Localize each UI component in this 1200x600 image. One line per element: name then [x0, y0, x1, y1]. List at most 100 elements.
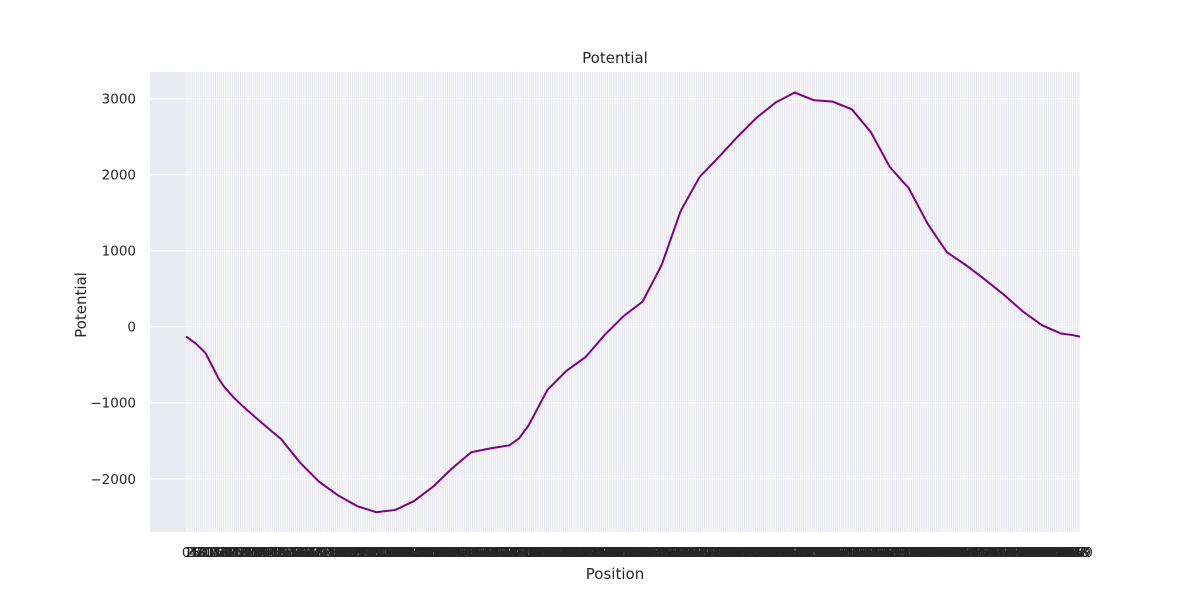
x-tick-label: 174	[504, 545, 530, 561]
x-tick-label: 188	[531, 545, 557, 561]
x-tick-label: 82	[333, 545, 350, 561]
x-tick-label: 332	[805, 545, 831, 561]
x-tick-label: 365	[867, 545, 893, 561]
x-tick-label: 112	[386, 545, 412, 561]
x-tick-label: 211	[575, 545, 601, 561]
x-tick-label: 93	[354, 545, 371, 561]
x-tick-label: 218	[588, 545, 614, 561]
x-tick-label: 1	[184, 545, 193, 561]
x-tick-label: 465	[1058, 545, 1084, 561]
x-tick-label: 405	[943, 545, 969, 561]
x-tick-label: 3	[188, 545, 197, 561]
x-tick-label: 301	[746, 545, 772, 561]
x-tick-label: 353	[845, 545, 871, 561]
y-tick-label: 2000	[102, 168, 136, 184]
x-tick-label: 158	[474, 545, 500, 561]
x-tick-label: 357	[852, 545, 878, 561]
x-tick-label: 306	[755, 545, 781, 561]
x-tick-label: 30	[235, 545, 252, 561]
x-tick-label: 326	[793, 545, 819, 561]
x-tick-label: 111	[384, 545, 410, 561]
x-tick-label: 264	[675, 545, 701, 561]
x-tick-label: 209	[571, 545, 597, 561]
x-tick-label: 294	[732, 545, 758, 561]
x-tick-label: 335	[810, 545, 836, 561]
x-tick-label: 116	[394, 545, 420, 561]
x-tick-label: 150	[459, 545, 485, 561]
x-tick-label: 419	[970, 545, 996, 561]
x-tick-label: 286	[717, 545, 743, 561]
x-tick-label: 376	[888, 545, 914, 561]
x-tick-label: 372	[881, 545, 907, 561]
x-tick-label: 14	[204, 545, 221, 561]
x-tick-label: 215	[582, 545, 608, 561]
x-tick-label: 15	[206, 545, 223, 561]
x-tick-label: 270	[687, 545, 713, 561]
x-tick-label: 2	[186, 545, 195, 561]
x-tick-label: 42	[257, 545, 274, 561]
x-tick-label: 18	[212, 545, 229, 561]
x-tick-label: 149	[457, 545, 483, 561]
x-tick-label: 99	[366, 545, 383, 561]
x-tick-label: 224	[599, 545, 625, 561]
x-tick-label: 25	[225, 545, 242, 561]
x-tick-label: 370	[877, 545, 903, 561]
x-tick-label: 454	[1037, 545, 1063, 561]
x-tick-label: 233	[616, 545, 642, 561]
x-tick-label: 384	[904, 545, 930, 561]
x-tick-label: 448	[1025, 545, 1051, 561]
x-tick-label: 137	[434, 545, 460, 561]
x-tick-label: 409	[951, 545, 977, 561]
y-tick-label: −1000	[90, 396, 136, 412]
x-tick-label: 404	[942, 545, 968, 561]
x-tick-label: 316	[774, 545, 800, 561]
x-tick-label: 225	[601, 545, 627, 561]
x-tick-label: 187	[529, 545, 555, 561]
x-tick-label: 126	[413, 545, 439, 561]
x-tick-label: 333	[807, 545, 833, 561]
x-tick-label: 123	[407, 545, 433, 561]
x-tick-label: 327	[795, 545, 821, 561]
x-tick-label: 344	[827, 545, 853, 561]
x-tick-label: 204	[561, 545, 587, 561]
x-tick-label: 436	[1002, 545, 1028, 561]
x-tick-label: 347	[833, 545, 859, 561]
x-tick-label: 179	[514, 545, 540, 561]
x-tick-label: 364	[866, 545, 892, 561]
x-tick-label: 305	[753, 545, 779, 561]
y-tick-label: 1000	[102, 244, 136, 260]
x-tick-label: 237	[624, 545, 650, 561]
x-tick-label: 456	[1040, 545, 1066, 561]
x-tick-label: 304	[751, 545, 777, 561]
x-tick-label: 164	[485, 545, 511, 561]
x-tick-label: 110	[382, 545, 408, 561]
x-tick-label: 100	[363, 545, 389, 561]
x-tick-label: 375	[886, 545, 912, 561]
x-tick-label: 329	[799, 545, 825, 561]
x-tick-label: 428	[987, 545, 1013, 561]
x-tick-label: 279	[704, 545, 730, 561]
x-tick-label: 191	[536, 545, 562, 561]
x-tick-label: 7	[195, 545, 204, 561]
x-tick-label: 434	[999, 545, 1025, 561]
x-tick-label: 180	[516, 545, 542, 561]
x-tick-label: 92	[353, 545, 370, 561]
x-tick-label: 138	[436, 545, 462, 561]
x-tick-label: 379	[894, 545, 920, 561]
x-tick-label: 245	[639, 545, 665, 561]
x-tick-label: 91	[351, 545, 368, 561]
x-tick-label: 417	[966, 545, 992, 561]
x-tick-label: 202	[557, 545, 583, 561]
x-tick-label: 263	[673, 545, 699, 561]
x-tick-label: 5	[191, 545, 200, 561]
x-tick-label: 355	[848, 545, 874, 561]
x-tick-label: 236	[622, 545, 648, 561]
x-tick-label: 435	[1001, 545, 1027, 561]
x-tick-label: 71	[313, 545, 330, 561]
x-tick-label: 378	[892, 545, 918, 561]
x-tick-label: 272	[691, 545, 717, 561]
x-tick-label: 166	[489, 545, 515, 561]
x-tick-label: 261	[670, 545, 696, 561]
x-tick-label: 297	[738, 545, 764, 561]
x-tick-label: 463	[1054, 545, 1080, 561]
